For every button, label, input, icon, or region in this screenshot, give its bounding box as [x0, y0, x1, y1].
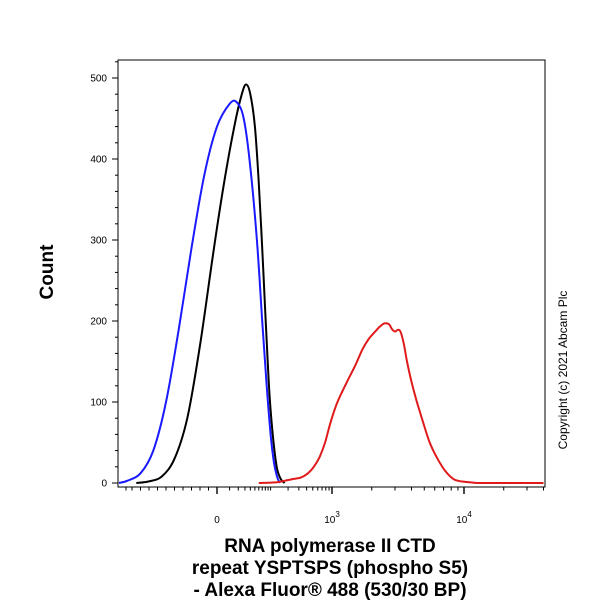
- copyright-notice: Copyright (c) 2021 Abcam Plc: [556, 291, 570, 450]
- series-line-2: [118, 99, 281, 484]
- y-tick-label: 100: [90, 398, 107, 409]
- x-tick-label-exponent: 3: [335, 510, 340, 519]
- y-tick-label: 200: [90, 317, 107, 328]
- x-tick-label: 0: [214, 515, 220, 526]
- x-axis-label-line-3: - Alexa Fluor® 488 (530/30 BP): [193, 580, 466, 600]
- x-tick-label: 103: [324, 510, 340, 526]
- plot-frame: [117, 59, 546, 488]
- x-axis-label-line-1: RNA polymerase II CTD: [224, 536, 436, 557]
- y-tick-label: 0: [101, 479, 107, 490]
- y-axis-label: Count: [37, 244, 58, 300]
- x-tick-label-exponent: 4: [467, 510, 472, 519]
- x-tick-label-base: 10: [456, 515, 468, 526]
- series-layer: [118, 83, 544, 485]
- x-tick-label-base: 10: [324, 515, 336, 526]
- y-tick-label: 400: [90, 155, 107, 166]
- y-tick-label: 300: [90, 236, 107, 247]
- x-tick-label: 104: [456, 510, 472, 526]
- y-tick-label: 500: [90, 74, 107, 85]
- series-line-3: [258, 322, 544, 485]
- x-tick-label-base: 0: [214, 515, 220, 526]
- y-axis: 0 100 200 300 400 500: [90, 61, 118, 490]
- series-line-1: [136, 83, 286, 484]
- x-axis-label-line-2: repeat YSPTSPS (phospho S5): [192, 558, 468, 579]
